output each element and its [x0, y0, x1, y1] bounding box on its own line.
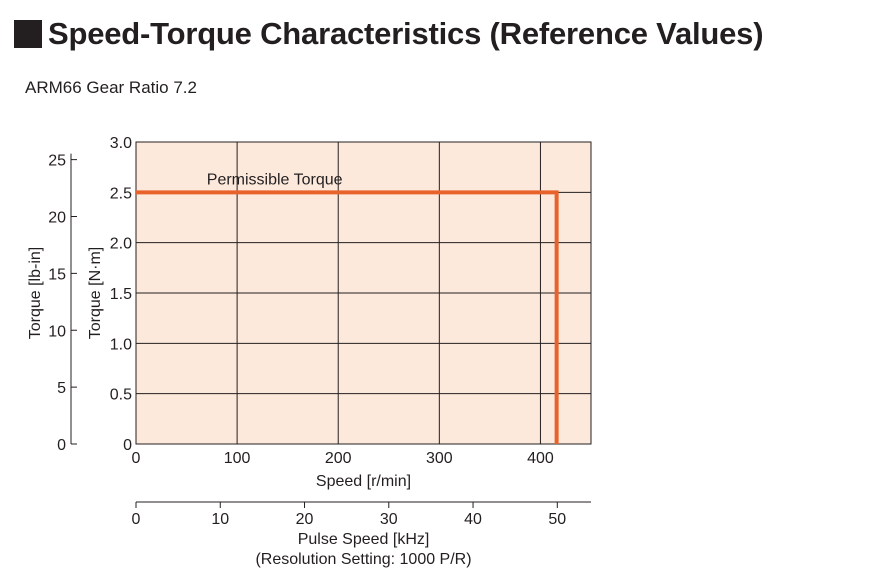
secondary-x-axis-label: Pulse Speed [kHz] — [298, 531, 430, 548]
secondary-x-tick-label: 50 — [548, 511, 566, 528]
secondary-y-tick-label: 0 — [57, 437, 66, 454]
secondary-x-tick-label: 30 — [380, 511, 398, 528]
x-axis-label: Speed [r/min] — [316, 473, 411, 490]
secondary-y-tick-label: 5 — [57, 380, 66, 397]
secondary-y-tick-label: 10 — [48, 323, 66, 340]
secondary-y-tick-label: 15 — [48, 266, 66, 283]
y-tick-label: 2.0 — [110, 236, 132, 253]
y-tick-label: 1.5 — [110, 286, 132, 303]
x-tick-label: 100 — [224, 450, 251, 467]
secondary-x-tick-label: 0 — [132, 511, 141, 528]
chart-subtitle: ARM66 Gear Ratio 7.2 — [25, 78, 197, 97]
secondary-y-axis-label: Torque [lb-in] — [27, 247, 44, 340]
secondary-x-tick-label: 20 — [296, 511, 314, 528]
x-tick-label: 200 — [325, 450, 352, 467]
y-tick-label: 3.0 — [110, 135, 132, 152]
secondary-y-tick-label: 25 — [48, 153, 66, 170]
x-tick-label: 0 — [132, 450, 141, 467]
secondary-x-tick-label: 10 — [211, 511, 229, 528]
secondary-x-axis-note: (Resolution Setting: 1000 P/R) — [255, 551, 471, 568]
title-square-icon — [14, 20, 42, 48]
y-tick-label: 0 — [123, 437, 132, 454]
y-axis-label: Torque [N·m] — [87, 247, 104, 339]
secondary-y-tick-label: 20 — [48, 210, 66, 227]
permissible-torque-annotation: Permissible Torque — [207, 171, 343, 188]
title-text: Speed-Torque Characteristics (Reference … — [48, 16, 764, 51]
permissible-torque-line — [136, 190, 559, 444]
x-tick-label: 300 — [426, 450, 453, 467]
chart-title: Speed-Torque Characteristics (Reference … — [14, 16, 764, 52]
y-tick-label: 1.0 — [110, 336, 132, 353]
y-tick-label: 0.5 — [110, 387, 132, 404]
x-tick-label: 400 — [527, 450, 554, 467]
secondary-x-tick-label: 40 — [464, 511, 482, 528]
y-tick-label: 2.5 — [110, 185, 132, 202]
